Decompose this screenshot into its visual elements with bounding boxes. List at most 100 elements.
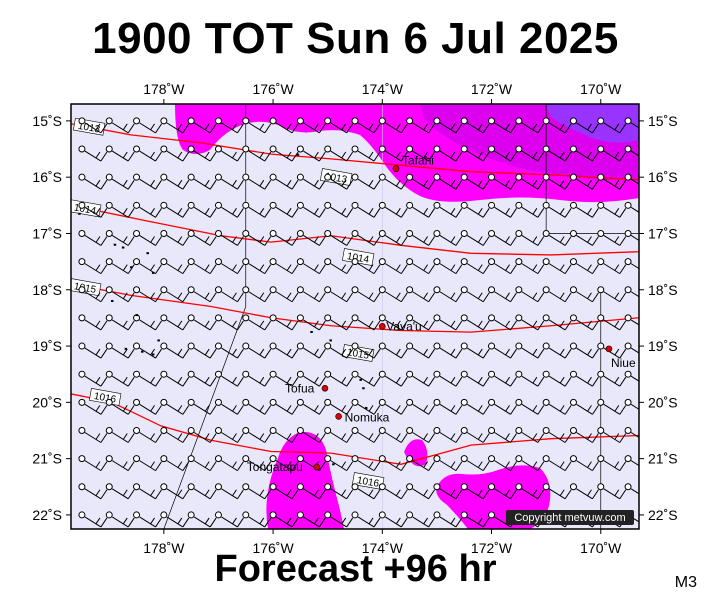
wind-station-circle: [160, 258, 168, 266]
wind-barb-feather: [395, 489, 401, 497]
wind-barb: [133, 455, 162, 472]
wind-barb-feather: [237, 376, 244, 387]
wind-barb-feather: [368, 236, 374, 243]
wind-station-circle: [105, 314, 113, 322]
wind-barb-feather: [373, 405, 381, 415]
wind-station-circle: [187, 117, 195, 125]
wind-barb: [160, 173, 190, 190]
wind-barb-feather: [647, 433, 653, 442]
wind-barb-shaft: [221, 150, 238, 162]
wind-barb-shaft: [521, 291, 539, 303]
wind-barb-feather: [592, 433, 599, 443]
wind-barb-shaft: [412, 263, 429, 275]
wind-barb-feather: [346, 123, 354, 134]
wind-barb-feather: [100, 208, 108, 218]
wind-barb: [378, 314, 408, 331]
wind-barb-feather: [532, 264, 538, 271]
wind-barb-feather: [204, 489, 210, 497]
wind-barb-feather: [237, 405, 244, 415]
wind-barb: [515, 314, 545, 331]
wind-barb-feather: [373, 264, 381, 274]
wind-barb-feather: [95, 264, 101, 271]
wind-barb-feather: [127, 292, 135, 303]
wind-barb: [406, 483, 436, 500]
wind-barb-feather: [510, 376, 517, 387]
wind-barb-feather: [423, 123, 429, 131]
place-label: Tafahi: [402, 154, 434, 168]
wind-barb-shaft: [303, 319, 320, 331]
wind-barb-feather: [505, 405, 510, 412]
wind-station-circle: [269, 342, 277, 350]
wind-barb: [105, 342, 135, 359]
wind-barb: [624, 314, 639, 326]
wind-barb-feather: [237, 123, 244, 134]
wind-barb-feather: [286, 433, 292, 440]
wind-barb-feather: [155, 151, 162, 162]
wind-barb-shaft: [466, 235, 484, 246]
wind-barb: [378, 201, 408, 218]
wind-barb-feather: [100, 320, 108, 331]
wind-barb-feather: [127, 151, 135, 162]
wind-barb: [624, 455, 639, 467]
wind-barb-shaft: [494, 122, 511, 134]
wind-barb-feather: [559, 151, 565, 159]
wind-station-circle: [351, 173, 359, 181]
wind-barb-feather: [532, 348, 538, 356]
wind-barb: [433, 201, 463, 218]
wind-barb-feather: [428, 376, 436, 387]
wind-barb-shaft: [330, 206, 347, 218]
wind-barb: [214, 342, 244, 359]
wind-barb: [542, 258, 572, 275]
wind-barb-feather: [482, 208, 490, 218]
wind-barb: [242, 173, 272, 190]
wind-station-circle: [187, 229, 195, 237]
wind-barb-feather: [482, 264, 490, 274]
place-marker: [379, 323, 386, 330]
wind-station-circle: [324, 455, 332, 463]
wind-barb: [542, 398, 572, 415]
wind-barb-shaft: [603, 263, 621, 275]
wind-station-circle: [242, 286, 250, 294]
wind-station-circle: [242, 117, 250, 125]
wind-barb-shaft: [439, 178, 457, 190]
wind-barb-shaft: [111, 432, 129, 443]
wind-barb-feather: [286, 348, 292, 356]
place-marker: [605, 345, 613, 353]
island-mark: [362, 387, 365, 390]
wind-barb-shaft: [84, 150, 102, 162]
wind-station-circle: [542, 173, 550, 181]
wind-station-circle: [160, 201, 168, 209]
wind-barb-feather: [237, 236, 244, 246]
wind-barb-feather: [619, 320, 627, 331]
wind-barb-shaft: [357, 347, 375, 359]
wind-station-circle: [569, 286, 577, 294]
wind-barb: [597, 455, 627, 472]
wind-barb-feather: [127, 433, 135, 443]
wind-barb-feather: [291, 320, 299, 331]
wind-station-circle: [378, 201, 386, 209]
wind-barb-feather: [209, 292, 217, 303]
wind-station-circle: [78, 342, 86, 350]
wind-station-circle: [242, 258, 250, 266]
wind-barb-shaft: [521, 206, 539, 218]
wind-barb-feather: [647, 265, 653, 274]
wind-barb: [105, 286, 135, 303]
wind-station-circle: [515, 173, 523, 181]
wind-barb-feather: [455, 292, 463, 303]
wind-barb-shaft: [221, 291, 238, 303]
wind-barb-feather: [532, 320, 538, 328]
wind-barb-shaft: [221, 403, 238, 415]
wind-barb-shaft: [357, 235, 375, 246]
wind-barb: [351, 426, 381, 443]
wind-station-circle: [488, 483, 496, 491]
wind-barb-feather: [368, 179, 374, 187]
wind-station-circle: [351, 398, 359, 406]
wind-station-circle: [542, 258, 550, 266]
wind-barb: [133, 145, 162, 162]
wind-station-circle: [597, 342, 605, 350]
wind-barb-feather: [587, 264, 592, 271]
wind-station-circle: [624, 117, 632, 125]
wind-barb: [269, 426, 299, 443]
wind-barb-shaft: [357, 403, 375, 415]
wind-barb-shaft: [111, 488, 129, 500]
